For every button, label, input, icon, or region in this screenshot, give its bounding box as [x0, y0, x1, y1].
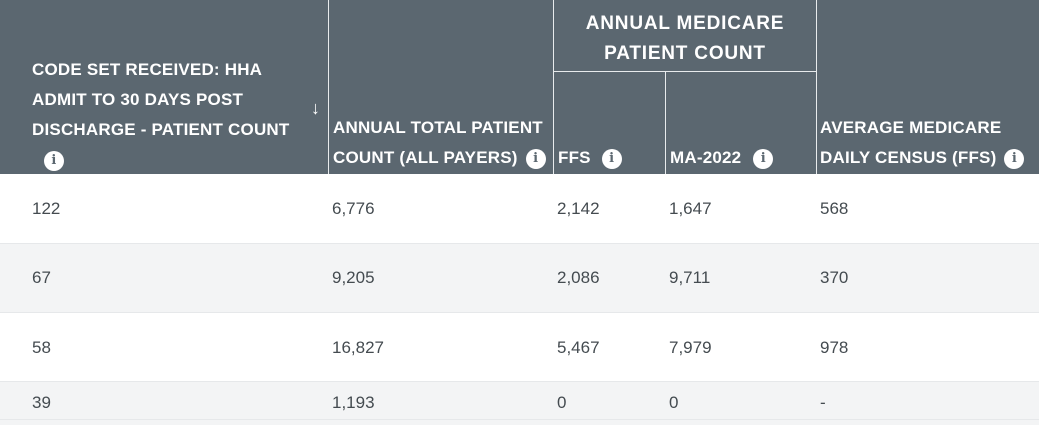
col-header-ffs[interactable]: FFS i — [558, 143, 658, 173]
table-header: CODE SET RECEIVED: HHA ADMIT TO 30 DAYS … — [0, 0, 1039, 174]
sort-descending-icon[interactable]: ↓ — [311, 98, 320, 118]
cell-ma-2022: 7,979 — [669, 338, 712, 357]
table-row: 67 9,205 2,086 9,711 370 — [0, 244, 1039, 312]
info-icon[interactable]: i — [525, 148, 546, 169]
col-header-average-medicare-daily-census[interactable]: AVERAGE MEDICARE DAILY CENSUS (FFS) i — [820, 113, 1025, 173]
cell-annual-total: 1,193 — [332, 393, 375, 412]
cell-ma-2022: 9,711 — [669, 268, 711, 287]
cell-ffs: 2,086 — [557, 268, 600, 287]
info-icon[interactable]: i — [1004, 148, 1025, 169]
info-icon[interactable]: i — [601, 148, 622, 169]
table-row: 58 16,827 5,467 7,979 978 — [0, 313, 1039, 381]
cell-avg-daily-census: - — [820, 393, 826, 412]
col-header-hha-admit-count[interactable]: CODE SET RECEIVED: HHA ADMIT TO 30 DAYS … — [32, 55, 302, 175]
group-header-annual-medicare-patient-count: ANNUAL MEDICARE PATIENT COUNT — [554, 9, 816, 69]
cell-ffs: 0 — [557, 393, 567, 412]
col-header-label: AVERAGE MEDICARE DAILY CENSUS (FFS) — [820, 118, 1002, 167]
col-header-annual-total-patient-count[interactable]: ANNUAL TOTAL PATIENT COUNT (ALL PAYERS) i — [333, 113, 548, 173]
cell-ffs: 5,467 — [557, 338, 600, 357]
cell-hha-admit-count: 39 — [32, 393, 51, 412]
cell-hha-admit-count: 67 — [32, 268, 51, 287]
cell-ma-2022: 1,647 — [669, 199, 712, 218]
col-header-label: CODE SET RECEIVED: HHA ADMIT TO 30 DAYS … — [32, 60, 290, 139]
cell-annual-total: 16,827 — [332, 338, 384, 357]
cell-ffs: 2,142 — [557, 199, 600, 218]
col-header-label: FFS — [558, 148, 591, 167]
info-icon[interactable]: i — [44, 150, 64, 171]
col-header-label: MA-2022 — [670, 148, 742, 167]
info-icon[interactable]: i — [753, 148, 774, 169]
table-row: 39 1,193 0 0 - — [0, 382, 1039, 425]
cell-annual-total: 6,776 — [332, 199, 375, 218]
group-header-label: ANNUAL MEDICARE PATIENT COUNT — [585, 13, 785, 64]
cell-ma-2022: 0 — [669, 393, 679, 412]
col-header-label: ANNUAL TOTAL PATIENT COUNT (ALL PAYERS) — [333, 118, 543, 167]
cell-avg-daily-census: 978 — [820, 338, 849, 357]
col-header-ma-2022[interactable]: MA-2022 i — [670, 143, 810, 173]
cell-avg-daily-census: 370 — [820, 268, 849, 287]
cell-hha-admit-count: 122 — [32, 199, 61, 218]
cell-hha-admit-count: 58 — [32, 338, 51, 357]
cell-annual-total: 9,205 — [332, 268, 375, 287]
table-row: 122 6,776 2,142 1,647 568 — [0, 174, 1039, 243]
cell-avg-daily-census: 568 — [820, 199, 849, 218]
